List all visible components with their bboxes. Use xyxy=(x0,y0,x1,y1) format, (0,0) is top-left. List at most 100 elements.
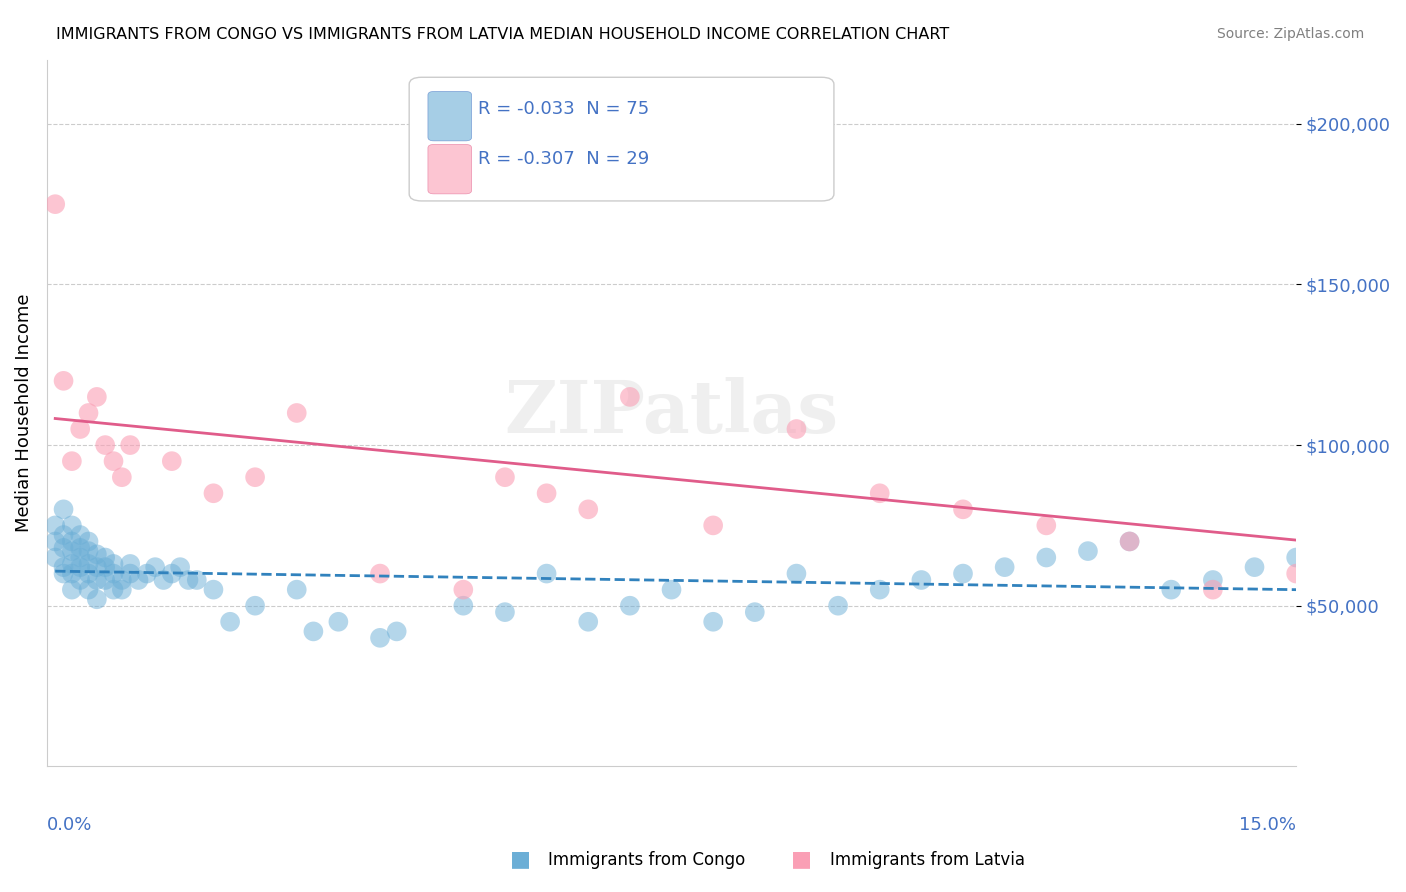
Point xyxy=(243,599,266,613)
Point xyxy=(103,582,125,597)
Point xyxy=(94,550,117,565)
Point xyxy=(385,624,408,639)
Text: ZIPatlas: ZIPatlas xyxy=(505,377,838,449)
Point xyxy=(44,550,66,565)
Point xyxy=(785,422,807,436)
Point xyxy=(160,454,183,468)
Point xyxy=(952,502,974,516)
Point xyxy=(44,518,66,533)
Point xyxy=(52,560,75,574)
Point xyxy=(494,470,516,484)
Point xyxy=(69,422,91,436)
Text: Immigrants from Latvia: Immigrants from Latvia xyxy=(830,851,1025,869)
Point xyxy=(1202,582,1225,597)
Point xyxy=(619,390,641,404)
Point xyxy=(69,573,91,587)
Point xyxy=(77,534,100,549)
Point xyxy=(103,566,125,581)
Point xyxy=(285,582,308,597)
Point xyxy=(86,390,108,404)
Point xyxy=(186,573,208,587)
Point xyxy=(69,528,91,542)
Point xyxy=(86,592,108,607)
Point xyxy=(952,566,974,581)
Point xyxy=(619,599,641,613)
Point xyxy=(77,406,100,420)
Point xyxy=(1035,550,1057,565)
Point xyxy=(44,197,66,211)
Point xyxy=(120,566,142,581)
Point xyxy=(910,573,932,587)
Point xyxy=(661,582,683,597)
Text: R = -0.307  N = 29: R = -0.307 N = 29 xyxy=(478,150,650,168)
Point xyxy=(160,566,183,581)
Point xyxy=(60,454,83,468)
Point xyxy=(494,605,516,619)
Point xyxy=(135,566,157,581)
Point xyxy=(785,566,807,581)
Point xyxy=(202,582,225,597)
Text: ■: ■ xyxy=(792,849,811,869)
Point xyxy=(52,566,75,581)
Point xyxy=(177,573,200,587)
Point xyxy=(103,454,125,468)
Point xyxy=(86,560,108,574)
Point xyxy=(536,566,558,581)
Text: 15.0%: 15.0% xyxy=(1239,816,1296,834)
Point xyxy=(869,486,891,500)
Point xyxy=(60,518,83,533)
Point xyxy=(128,573,150,587)
Point xyxy=(1160,582,1182,597)
Point xyxy=(152,573,174,587)
Point xyxy=(77,566,100,581)
Point xyxy=(536,486,558,500)
Point xyxy=(243,470,266,484)
Point xyxy=(1118,534,1140,549)
Point xyxy=(111,573,134,587)
Point xyxy=(827,599,849,613)
Point xyxy=(77,557,100,571)
Point xyxy=(77,582,100,597)
Point xyxy=(77,544,100,558)
Text: ■: ■ xyxy=(510,849,530,869)
Point xyxy=(1285,566,1308,581)
Point xyxy=(1035,518,1057,533)
Point xyxy=(368,631,391,645)
Text: R = -0.033  N = 75: R = -0.033 N = 75 xyxy=(478,100,650,118)
Point xyxy=(328,615,350,629)
FancyBboxPatch shape xyxy=(427,145,471,194)
Point xyxy=(169,560,191,574)
Point xyxy=(52,374,75,388)
Point xyxy=(69,550,91,565)
Point xyxy=(1118,534,1140,549)
Point xyxy=(60,557,83,571)
Point xyxy=(994,560,1017,574)
FancyBboxPatch shape xyxy=(427,91,471,141)
Point xyxy=(86,547,108,561)
Point xyxy=(52,502,75,516)
Point xyxy=(1077,544,1099,558)
Point xyxy=(576,502,599,516)
Point xyxy=(368,566,391,581)
Point xyxy=(69,541,91,555)
Point xyxy=(576,615,599,629)
Point xyxy=(744,605,766,619)
Point xyxy=(103,557,125,571)
Point xyxy=(52,541,75,555)
Point xyxy=(86,573,108,587)
Text: Immigrants from Congo: Immigrants from Congo xyxy=(548,851,745,869)
Point xyxy=(60,566,83,581)
Point xyxy=(219,615,242,629)
Point xyxy=(285,406,308,420)
Text: Source: ZipAtlas.com: Source: ZipAtlas.com xyxy=(1216,27,1364,41)
Point xyxy=(702,615,724,629)
Point xyxy=(94,438,117,452)
Point xyxy=(94,573,117,587)
Point xyxy=(60,582,83,597)
Point xyxy=(302,624,325,639)
Point xyxy=(60,544,83,558)
Point xyxy=(60,534,83,549)
Point xyxy=(453,599,475,613)
Point xyxy=(1202,573,1225,587)
Point xyxy=(94,560,117,574)
